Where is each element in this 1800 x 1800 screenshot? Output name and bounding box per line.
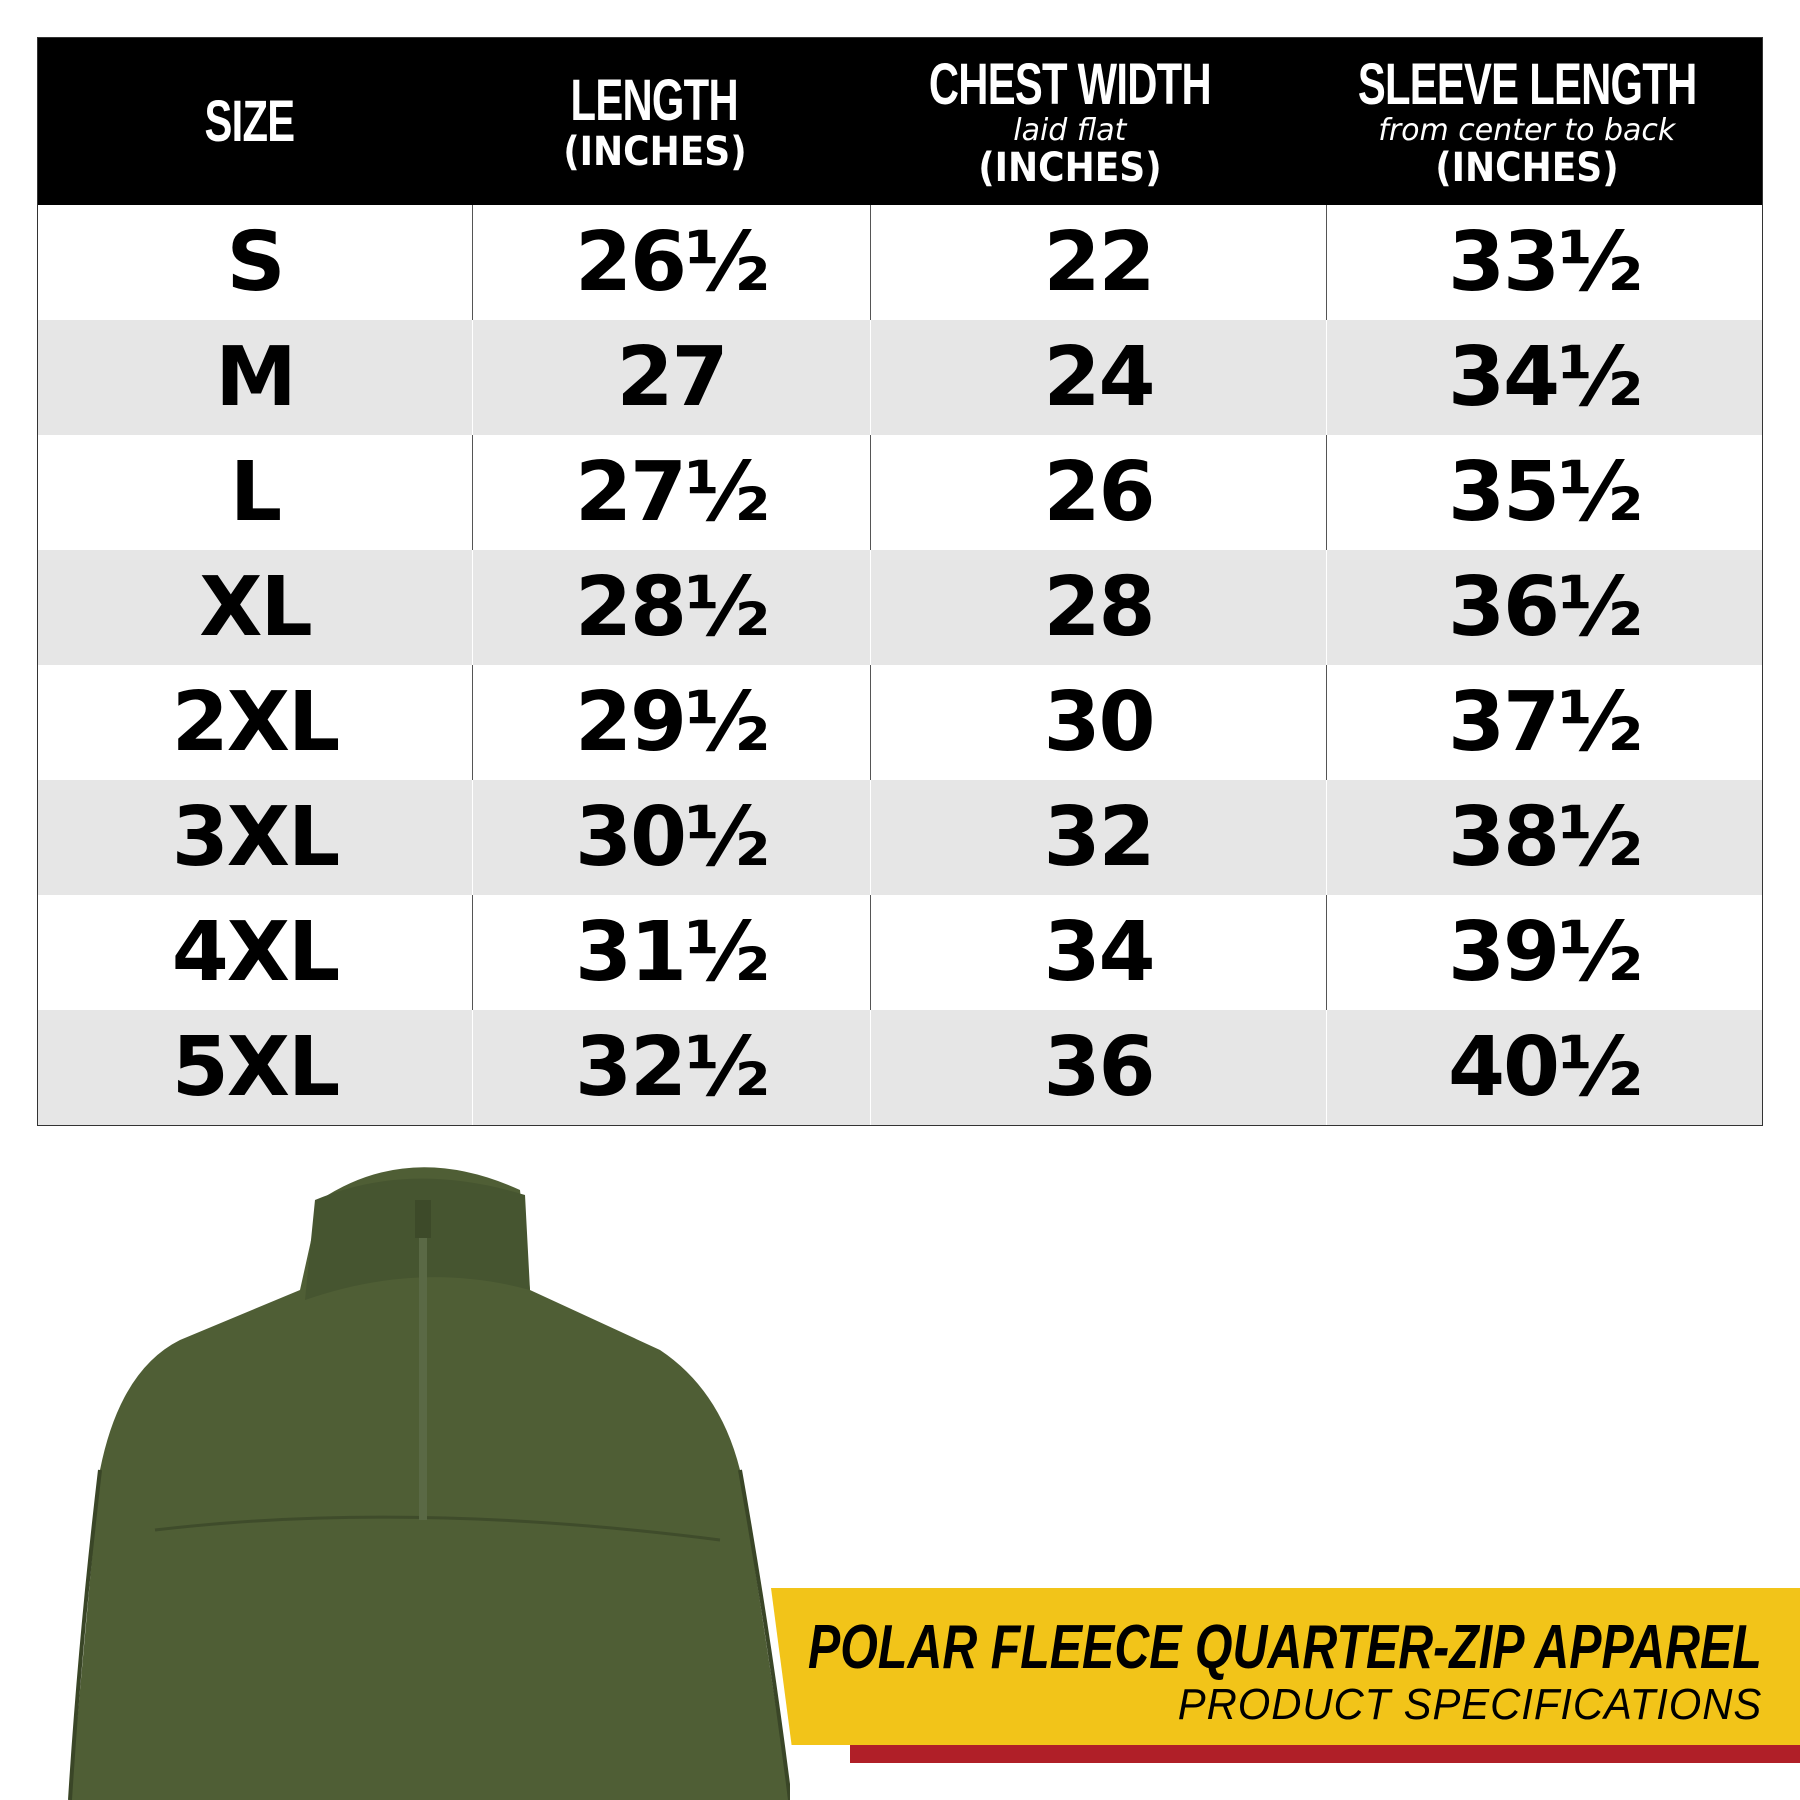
- cell-chest-width: 32: [871, 780, 1327, 895]
- cell-length: 28½: [473, 550, 871, 665]
- cell-size: L: [38, 435, 473, 550]
- cell-sleeve-length: 38½: [1448, 790, 1643, 885]
- table-row: L 27½ 26 35½: [38, 435, 1762, 550]
- table-row: XL 28½ 28 36½: [38, 550, 1762, 665]
- cell-length: 30½: [473, 780, 871, 895]
- cell-chest-width: 26: [871, 435, 1327, 550]
- banner-title: POLAR FLEECE QUARTER-ZIP APPAREL: [808, 1613, 1762, 1682]
- cell-sleeve-length: 35½: [1448, 445, 1643, 540]
- header-unit: (INCHES): [978, 144, 1162, 191]
- header-size: SIZE: [38, 38, 461, 205]
- cell-size: 4XL: [38, 895, 473, 1010]
- cell-length: 31½: [473, 895, 871, 1010]
- header-title: SLEEVE LENGTH: [1357, 51, 1697, 117]
- title-banner: [771, 1588, 1800, 1745]
- cell-sleeve-length: 34½: [1448, 330, 1643, 425]
- banner-accent-stripe: [850, 1745, 1800, 1763]
- cell-sleeve-length: 36½: [1448, 560, 1643, 655]
- header-subtitle: laid flat: [1013, 112, 1127, 148]
- cell-size: S: [38, 205, 473, 320]
- header-unit: (INCHES): [1435, 144, 1619, 191]
- header-unit: (INCHES): [562, 128, 747, 175]
- cell-length: 27: [473, 320, 871, 435]
- header-subtitle: from center to back: [1378, 112, 1676, 148]
- banner-subtitle: PRODUCT SPECIFICATIONS: [1177, 1680, 1762, 1729]
- table-body: S 26½ 22 33½ M 27 24 34½ L 27½ 26 35½ XL 28½ 28 36½ 2XL 2…: [38, 205, 1762, 1125]
- cell-chest-width: 28: [871, 550, 1327, 665]
- cell-chest-width: 24: [871, 320, 1327, 435]
- cell-chest-width: 34: [871, 895, 1327, 1010]
- cell-length: 32½: [473, 1010, 871, 1125]
- table-header: SIZE LENGTH (INCHES) CHEST WIDTH laid fl…: [38, 38, 1762, 205]
- cell-chest-width: 30: [871, 665, 1327, 780]
- cell-length: 29½: [473, 665, 871, 780]
- header-chest-width: CHEST WIDTH laid flat (INCHES): [848, 38, 1291, 205]
- table-row: 5XL 32½ 36 40½: [38, 1010, 1762, 1125]
- header-title: LENGTH: [570, 67, 739, 133]
- size-chart-table: SIZE LENGTH (INCHES) CHEST WIDTH laid fl…: [37, 37, 1763, 1126]
- header-title: SIZE: [204, 88, 296, 154]
- table-row: 2XL 29½ 30 37½: [38, 665, 1762, 780]
- cell-chest-width: 36: [871, 1010, 1327, 1125]
- cell-sleeve-length: 40½: [1448, 1020, 1643, 1115]
- table-row: 4XL 31½ 34 39½: [38, 895, 1762, 1010]
- cell-size: 5XL: [38, 1010, 473, 1125]
- fleece-jacket-image: [68, 1167, 790, 1800]
- cell-sleeve-length: 39½: [1448, 905, 1643, 1000]
- cell-size: 2XL: [38, 665, 473, 780]
- cell-size: XL: [38, 550, 473, 665]
- table-row: S 26½ 22 33½: [38, 205, 1762, 320]
- cell-length: 27½: [473, 435, 871, 550]
- table-row: M 27 24 34½: [38, 320, 1762, 435]
- cell-chest-width: 22: [871, 205, 1327, 320]
- cell-sleeve-length: 33½: [1448, 215, 1643, 310]
- cell-size: M: [38, 320, 473, 435]
- table-row: 3XL 30½ 32 38½: [38, 780, 1762, 895]
- cell-size: 3XL: [38, 780, 473, 895]
- header-sleeve-length: SLEEVE LENGTH from center to back (INCHE…: [1292, 38, 1762, 205]
- jacket-body: [68, 1167, 790, 1800]
- cell-sleeve-length: 37½: [1448, 675, 1643, 770]
- header-title: CHEST WIDTH: [928, 51, 1212, 117]
- cell-length: 26½: [473, 205, 871, 320]
- header-length: LENGTH (INCHES): [461, 38, 848, 205]
- zipper-pull: [415, 1200, 431, 1238]
